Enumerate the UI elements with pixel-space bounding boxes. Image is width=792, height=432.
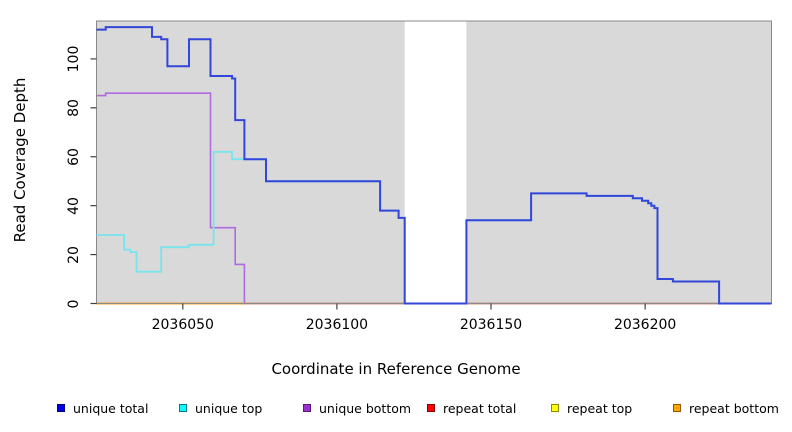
legend-item-repeat-total: repeat total <box>427 400 517 416</box>
y-tick-label: 20 <box>66 245 82 264</box>
legend-label: repeat top <box>567 400 633 416</box>
x-tick-label: 2036150 <box>459 317 523 333</box>
y-tick-label: 100 <box>66 45 82 73</box>
legend-item-repeat-top: repeat top <box>551 400 633 416</box>
x-tick-label: 2036100 <box>305 317 369 333</box>
y-tick-label: 60 <box>66 147 82 166</box>
legend-item-unique-total: unique total <box>57 400 149 416</box>
legend-item-unique-bottom: unique bottom <box>303 400 412 416</box>
y-tick-label: 80 <box>66 98 82 117</box>
legend-label: unique total <box>73 400 149 416</box>
series-line-unique-total <box>96 26 772 305</box>
legend-swatch-icon <box>303 404 311 412</box>
legend-label: unique top <box>195 400 263 416</box>
legend-swatch-icon <box>673 404 681 412</box>
x-tick-label: 2036200 <box>613 317 677 333</box>
x-tick-label: 2036050 <box>151 317 214 333</box>
series-line-unique-bottom <box>96 92 772 305</box>
legend-item-repeat-bottom: repeat bottom <box>673 400 779 416</box>
coverage-gap-band <box>404 21 467 304</box>
legend-label: unique bottom <box>319 400 412 416</box>
legend-label: repeat bottom <box>689 400 779 416</box>
legend-item-unique-top: unique top <box>179 400 263 416</box>
legend-swatch-icon <box>427 404 435 412</box>
legend-swatch-icon <box>57 404 65 412</box>
legend-swatch-icon <box>179 404 187 412</box>
legend-label: repeat total <box>443 400 517 416</box>
x-axis-title: Coordinate in Reference Genome <box>271 360 521 378</box>
y-tick-label: 0 <box>66 299 82 308</box>
legend-swatch-icon <box>551 404 559 412</box>
y-tick-label: 40 <box>66 196 82 215</box>
y-axis-title: Read Coverage Depth <box>11 77 29 243</box>
